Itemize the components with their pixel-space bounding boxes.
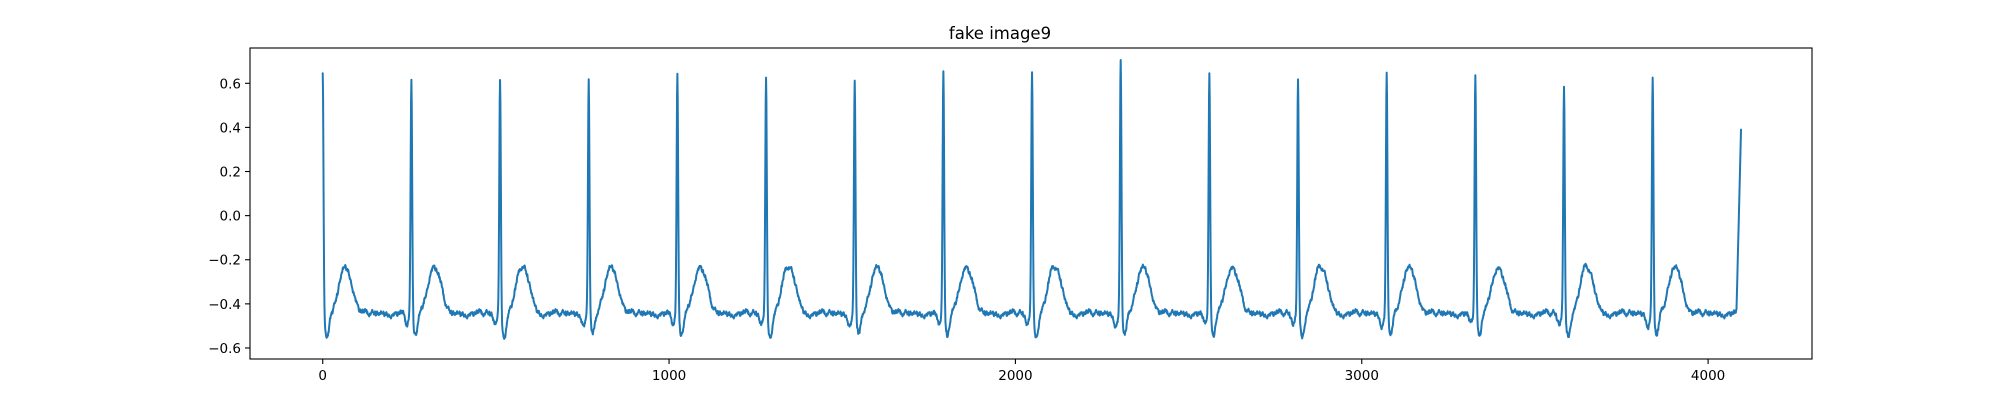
y-tick-label: −0.4 [208,297,241,313]
y-tick-label: 0.4 [220,120,241,136]
x-axis: 0 1000 2000 3000 4000 [318,359,1725,384]
y-tick-label: −0.6 [208,341,241,357]
y-axis: −0.6 −0.4 −0.2 0.0 0.2 0.4 0.6 [208,76,250,357]
y-tick-label: 0.2 [220,165,241,181]
y-tick-label: −0.2 [208,253,241,269]
x-tick-label: 4000 [1691,368,1725,384]
x-tick-label: 3000 [1345,368,1379,384]
chart-title: fake image9 [949,24,1051,43]
x-tick-label: 0 [318,368,327,384]
plot-area: −0.6 −0.4 −0.2 0.0 0.2 0.4 0.6 0 1000 2000 3000 40… [208,47,1813,384]
x-tick-label: 1000 [652,368,686,384]
y-tick-label: 0.6 [220,76,241,92]
series-layer [321,59,1742,340]
x-tick-label: 2000 [998,368,1032,384]
y-tick-label: 0.0 [220,209,241,225]
series-line [321,59,1742,340]
axes-frame [249,47,1813,360]
